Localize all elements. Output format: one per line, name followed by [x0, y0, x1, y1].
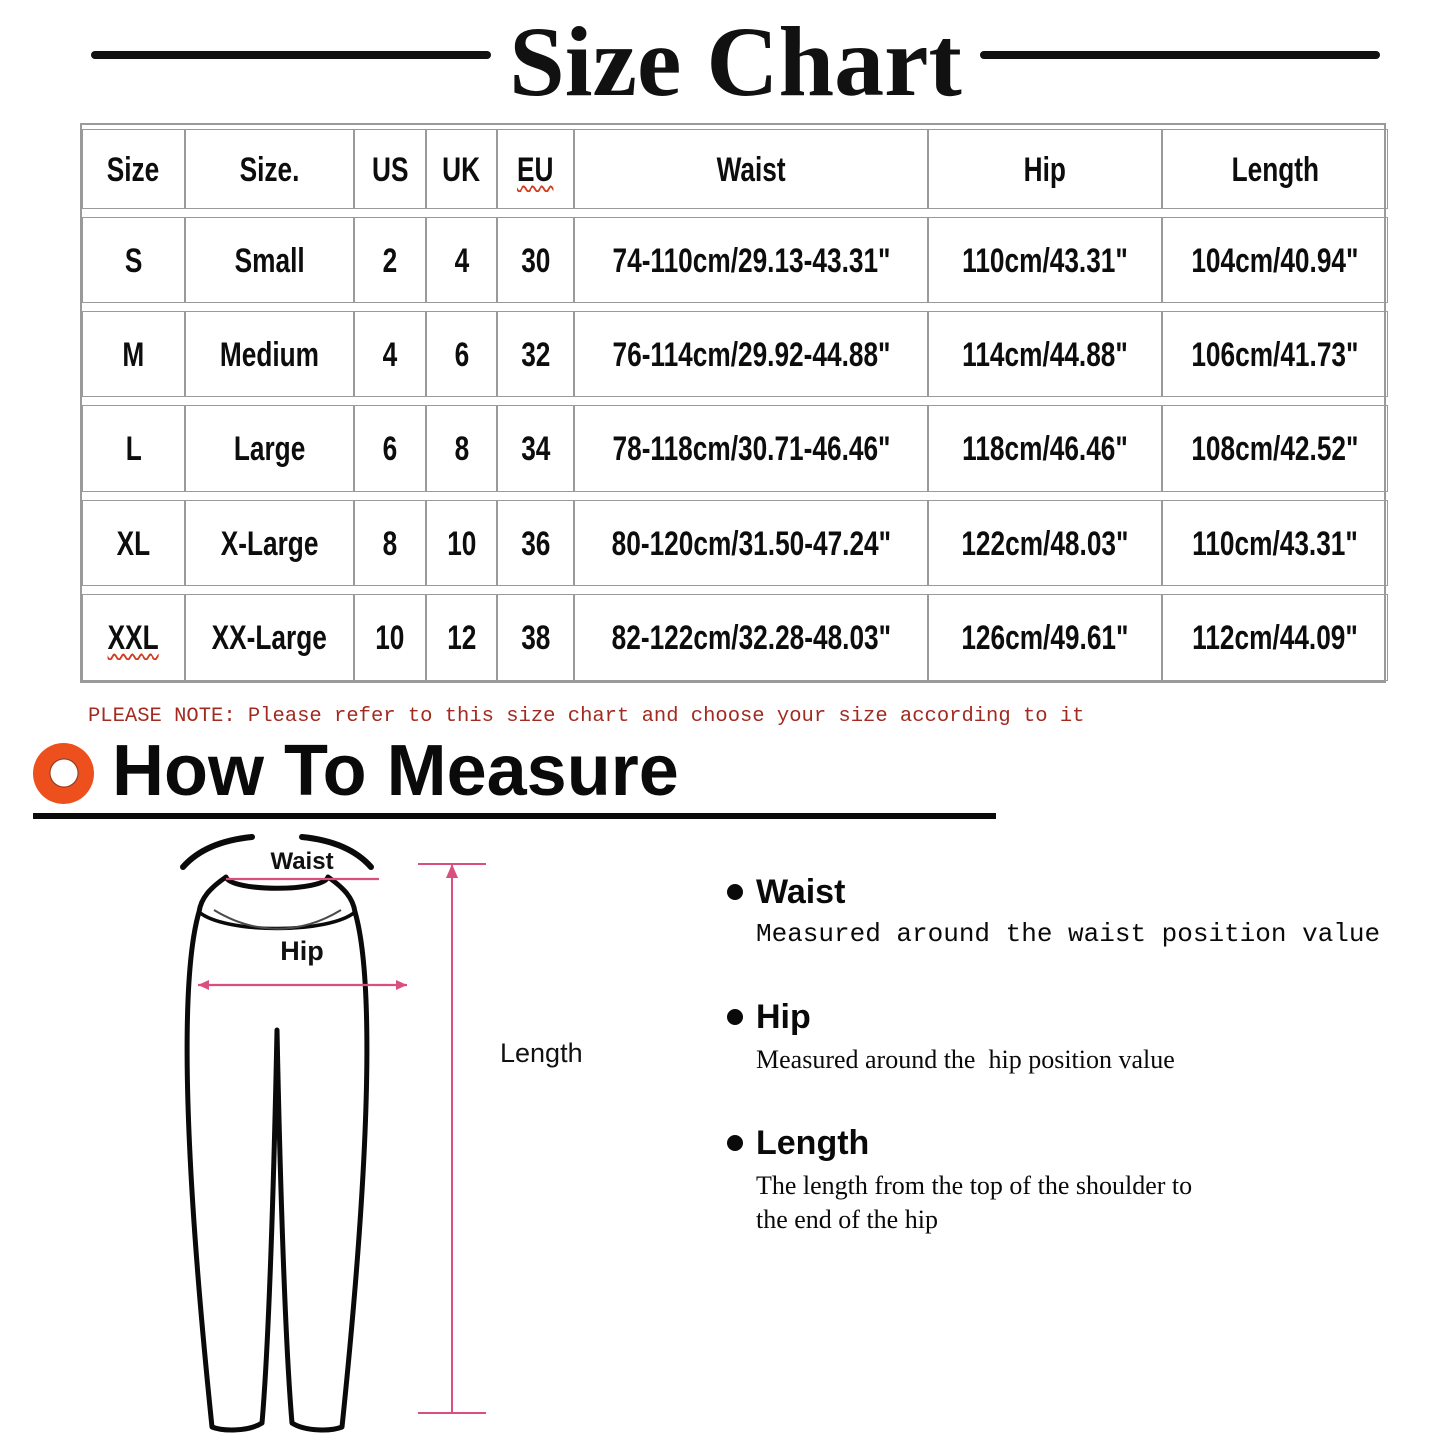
svg-text:Hip: Hip — [280, 936, 324, 966]
svg-text:Waist: Waist — [270, 848, 333, 875]
svg-text:Length: Length — [500, 1038, 583, 1068]
